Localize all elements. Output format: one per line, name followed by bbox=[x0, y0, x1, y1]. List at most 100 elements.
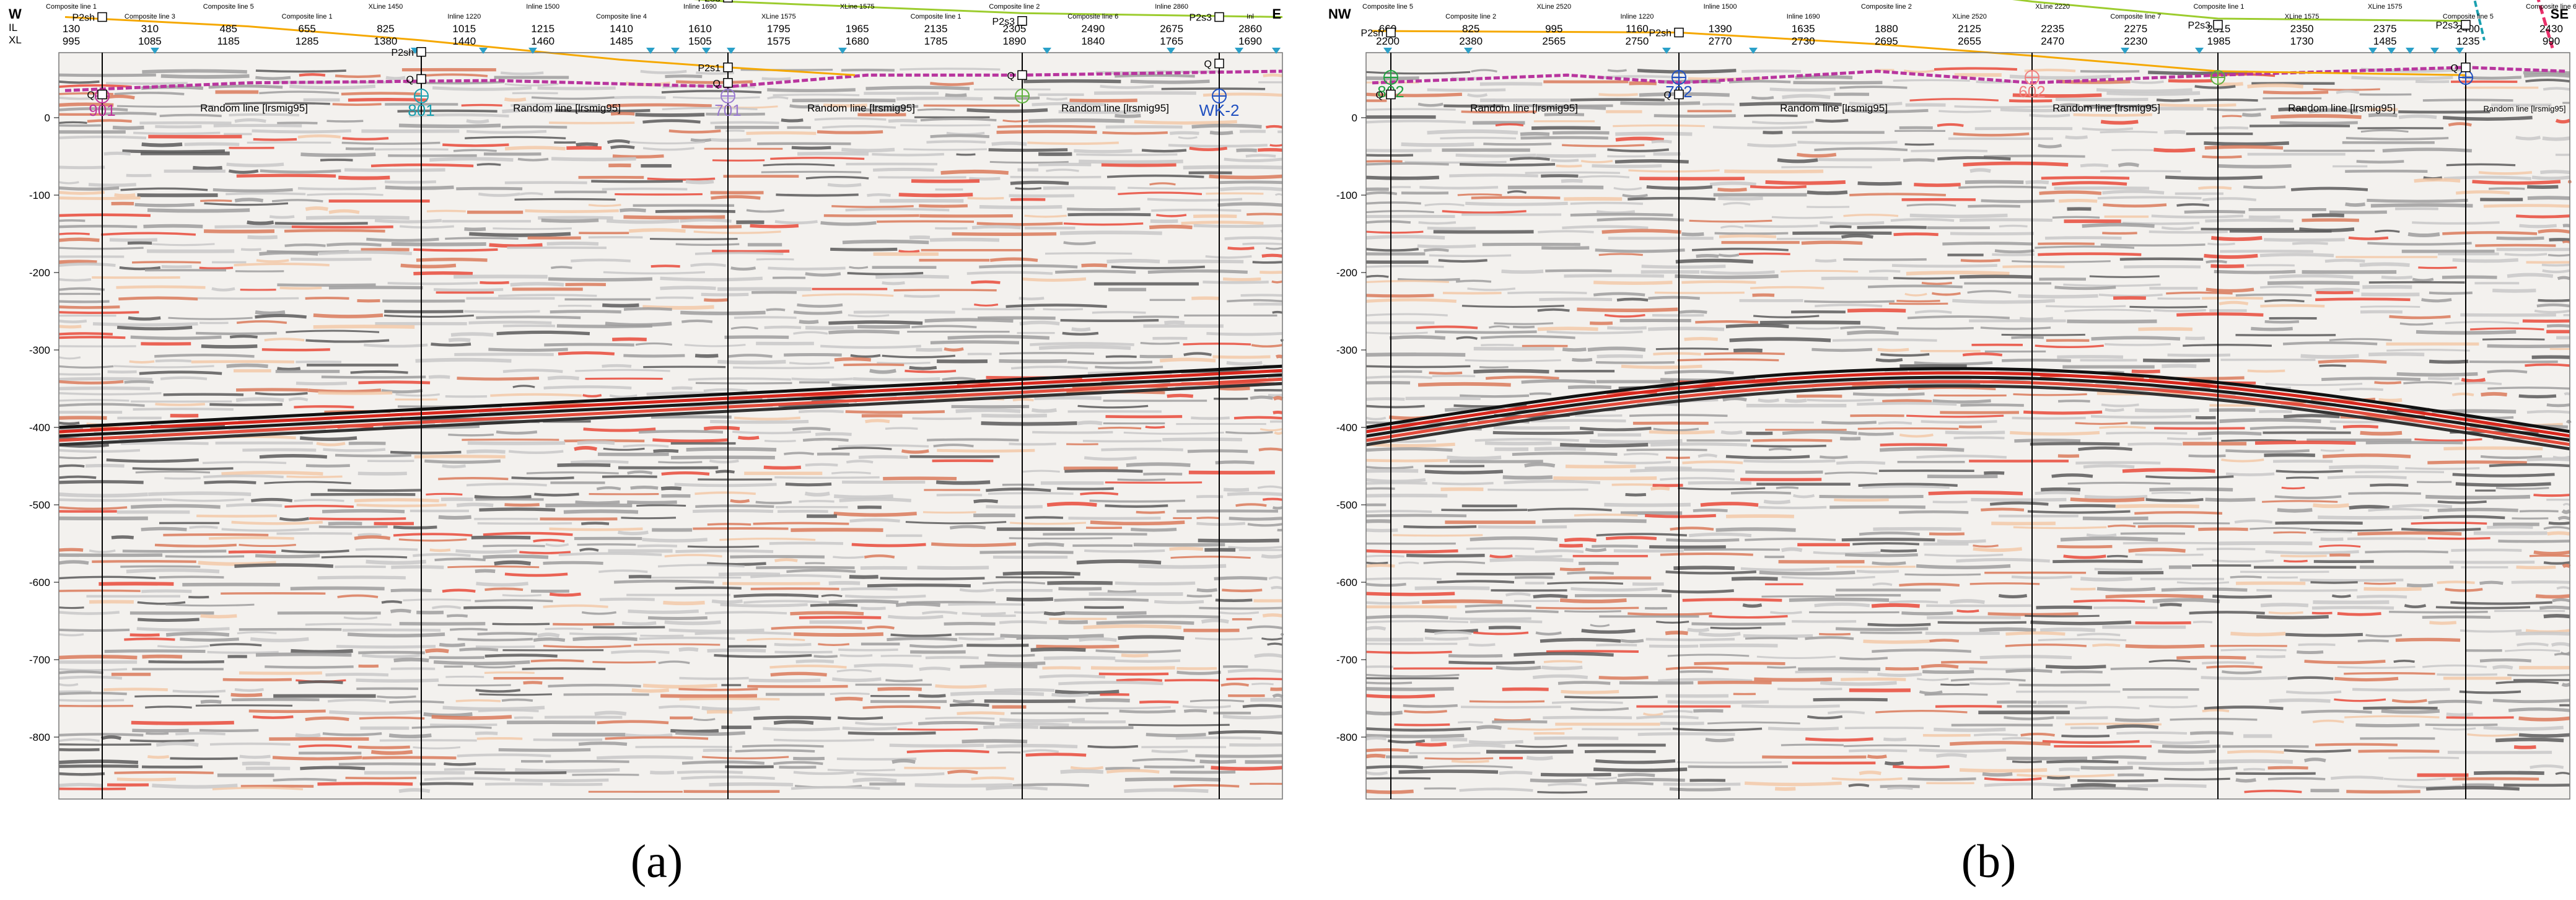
reflection-segment bbox=[2263, 90, 2329, 95]
reflection-segment bbox=[1979, 655, 2072, 660]
reflection-segment bbox=[966, 271, 1053, 275]
reflection-segment bbox=[2176, 581, 2230, 585]
reflection-segment bbox=[553, 623, 615, 626]
reflection-segment bbox=[2027, 510, 2131, 514]
reflection-segment bbox=[925, 656, 979, 660]
reflection-segment bbox=[1273, 410, 1283, 414]
reflection-segment bbox=[1601, 229, 1681, 234]
well-marker-label: Q bbox=[1376, 90, 1383, 101]
reflection-segment bbox=[533, 637, 566, 642]
reflection-segment bbox=[1191, 123, 1262, 129]
reflection-segment bbox=[707, 523, 751, 526]
reflection-segment bbox=[2349, 505, 2390, 510]
reflection-segment bbox=[2370, 483, 2409, 487]
reflection-segment bbox=[209, 742, 291, 746]
reflection-segment bbox=[1969, 682, 2010, 686]
reflection-segment bbox=[1365, 264, 1444, 268]
reflection-segment bbox=[1953, 132, 2030, 137]
reflection-segment bbox=[1592, 544, 1638, 548]
reflection-segment bbox=[695, 504, 774, 509]
reflection-segment bbox=[1365, 447, 1453, 452]
reflection-segment bbox=[1116, 678, 1163, 682]
reflection-segment bbox=[1134, 120, 1237, 125]
reflection-segment bbox=[327, 489, 422, 492]
reflection-segment bbox=[1916, 678, 1949, 681]
reflection-segment bbox=[1670, 526, 1714, 531]
reflection-segment bbox=[1459, 162, 1556, 167]
reflection-segment bbox=[707, 648, 766, 653]
reflection-segment bbox=[781, 118, 804, 123]
seismic-section-b: 0-100-200-300-400-500-600-700-800NWSE660… bbox=[1328, 0, 2576, 800]
reflection-segment bbox=[883, 476, 957, 481]
reflection-segment bbox=[1245, 154, 1276, 158]
reflection-segment bbox=[927, 438, 1019, 442]
reflection-segment bbox=[842, 239, 929, 245]
reflection-segment bbox=[1100, 85, 1154, 89]
reflection-segment bbox=[58, 386, 151, 391]
reflection-segment bbox=[1470, 619, 1543, 624]
reflection-segment bbox=[2247, 369, 2285, 373]
il-value: 2235 bbox=[2041, 23, 2064, 35]
reflection-segment bbox=[146, 732, 169, 735]
reflection-segment bbox=[971, 225, 1021, 230]
reflection-segment bbox=[1489, 554, 1513, 559]
reflection-segment bbox=[581, 611, 617, 615]
reflection-segment bbox=[1921, 663, 1959, 669]
reflection-segment bbox=[1098, 426, 1142, 430]
reflection-segment bbox=[2389, 315, 2451, 320]
reflection-segment bbox=[2459, 690, 2521, 694]
reflection-segment bbox=[549, 592, 581, 597]
reflection-segment bbox=[1592, 164, 1662, 168]
reflection-segment bbox=[1507, 727, 1573, 731]
reflection-segment bbox=[680, 218, 732, 223]
xl-value: 2655 bbox=[1958, 35, 1981, 47]
strong-band bbox=[1365, 371, 2570, 438]
composite-label: Composite line 2 bbox=[1445, 13, 1496, 20]
reflection-segment bbox=[2127, 784, 2207, 788]
reflection-segment bbox=[767, 96, 789, 100]
reflection-segment bbox=[930, 340, 1020, 344]
reflection-segment bbox=[2479, 658, 2531, 663]
reflection-segment bbox=[1365, 442, 1455, 448]
reflection-segment bbox=[1515, 554, 1562, 558]
reflection-segment bbox=[1562, 144, 1645, 147]
reflection-segment bbox=[2541, 263, 2570, 267]
reflection-segment bbox=[1070, 766, 1103, 771]
reflection-segment bbox=[822, 125, 896, 129]
reflection-segment bbox=[1595, 781, 1654, 785]
reflection-segment bbox=[1896, 300, 1940, 303]
reflection-segment bbox=[1159, 357, 1216, 363]
reflection-segment bbox=[2018, 294, 2098, 299]
reflection-segment bbox=[1268, 576, 1283, 580]
xl-value: 1575 bbox=[767, 35, 791, 47]
reflection-segment bbox=[1963, 161, 2069, 167]
xl-value: 2565 bbox=[1542, 35, 1566, 47]
reflection-segment bbox=[248, 709, 326, 714]
reflection-segment bbox=[2063, 554, 2106, 559]
reflection-segment bbox=[2517, 642, 2549, 647]
reflection-segment bbox=[515, 768, 620, 773]
reflection-segment bbox=[1473, 369, 1549, 374]
reflection-segment bbox=[2018, 683, 2111, 687]
reflection-segment bbox=[1744, 781, 1842, 787]
reflection-segment bbox=[919, 666, 951, 671]
reflection-segment bbox=[2188, 454, 2226, 458]
reflection-segment bbox=[1844, 108, 1929, 113]
reflection-segment bbox=[1447, 455, 1502, 461]
reflection-segment bbox=[1654, 291, 1745, 294]
reflection-segment bbox=[1580, 160, 1613, 164]
reflection-segment bbox=[2014, 439, 2081, 443]
reflection-segment bbox=[838, 444, 929, 448]
reflection-segment bbox=[2556, 586, 2570, 590]
reflection-segment bbox=[2452, 473, 2555, 478]
reflection-segment bbox=[2107, 524, 2136, 528]
reflection-segment bbox=[2197, 431, 2262, 436]
reflection-segment bbox=[2205, 218, 2293, 223]
reflection-segment bbox=[391, 242, 486, 247]
header-marker-icon bbox=[1235, 48, 1243, 54]
reflection-segment bbox=[1789, 597, 1890, 602]
reflection-segment bbox=[2297, 650, 2324, 654]
reflection-segment bbox=[58, 107, 128, 111]
reflection-segment bbox=[2091, 336, 2181, 341]
reflection-segment bbox=[2064, 308, 2152, 313]
